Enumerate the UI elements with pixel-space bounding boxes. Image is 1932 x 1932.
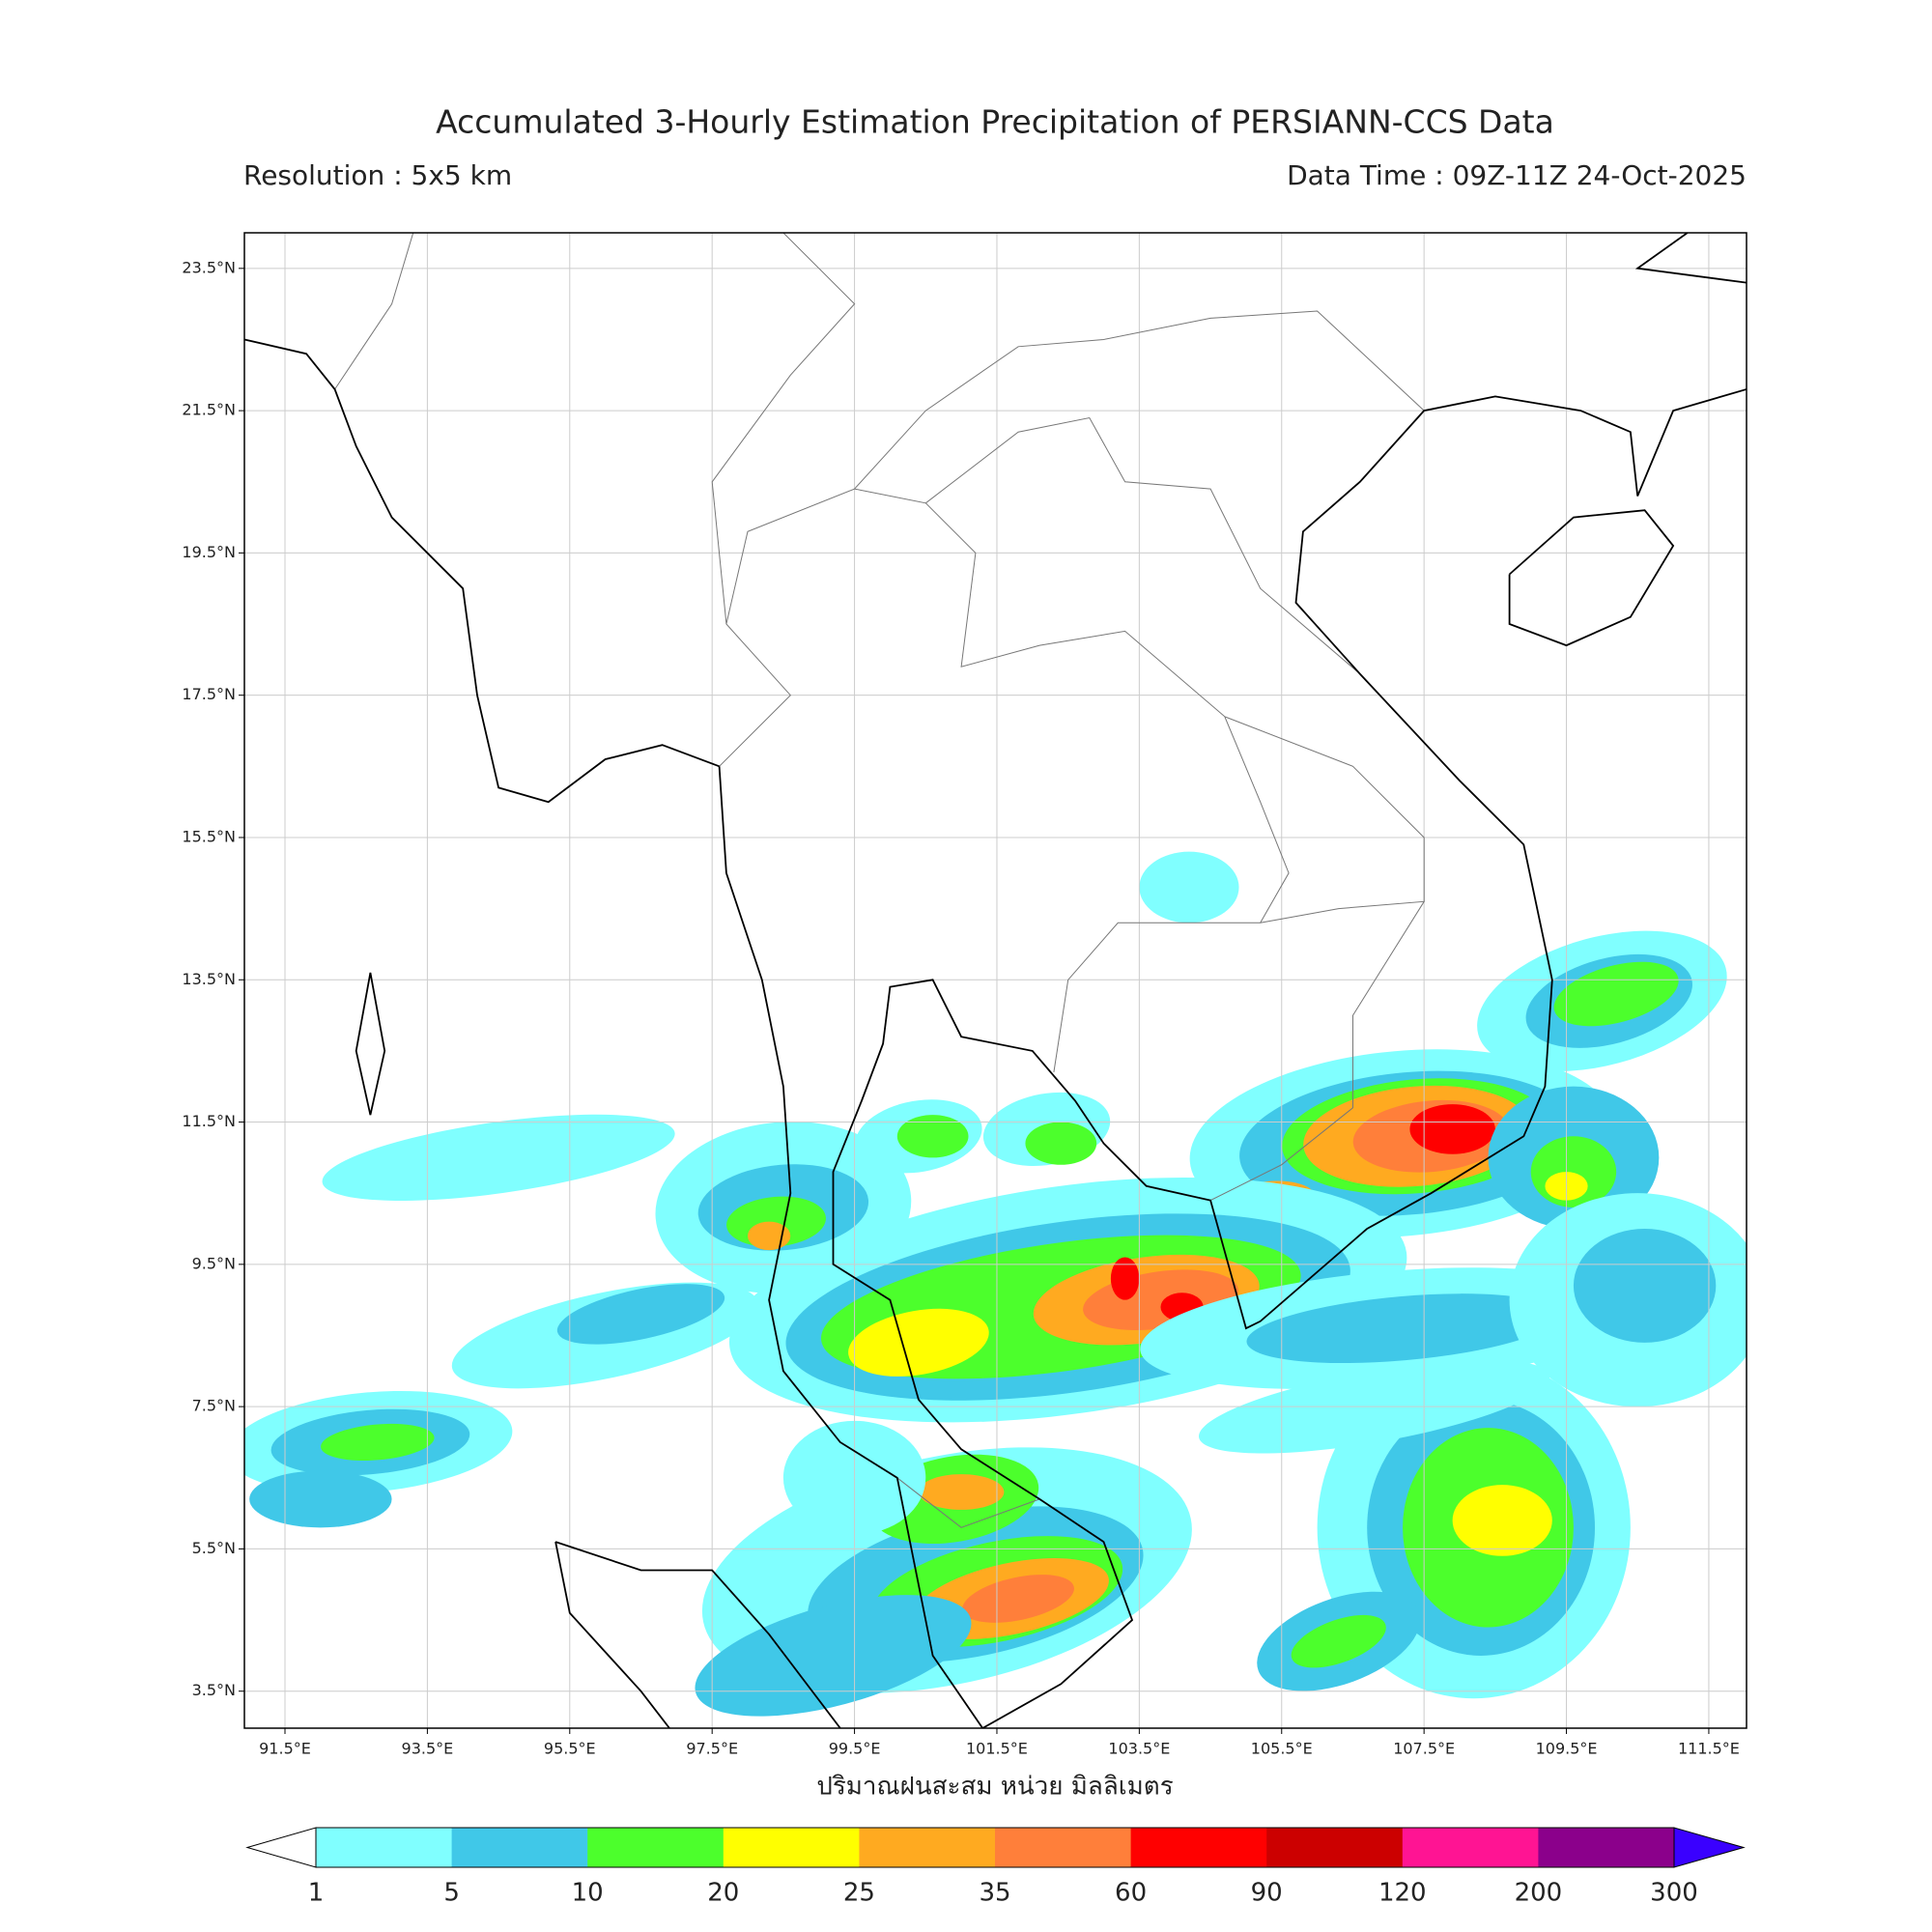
rain-area — [556, 1284, 725, 1345]
border-line — [711, 233, 856, 625]
colorbar-label: ปริมาณฝนสะสม หน่วย มิลลิเมตร — [816, 1773, 1173, 1802]
coastline — [554, 1541, 841, 1728]
colorbar-tick-label: 25 — [843, 1879, 875, 1908]
rain-area — [1553, 961, 1679, 1027]
lon-tick-label: 101.5°E — [966, 1740, 1028, 1758]
border-line — [896, 1477, 1040, 1528]
rain-area — [896, 1115, 969, 1158]
rain-area — [1452, 1485, 1552, 1556]
lon-tick-label: 93.5°E — [402, 1740, 454, 1758]
colorbar-tick-label: 90 — [1251, 1879, 1283, 1908]
lat-tick-label: 3.5°N — [192, 1681, 236, 1699]
lat-tick-label: 17.5°N — [182, 685, 236, 703]
title: Accumulated 3-Hourly Estimation Precipit… — [436, 103, 1554, 141]
colorbar-tick-label: 200 — [1515, 1879, 1563, 1908]
colorbar-under — [245, 1827, 317, 1868]
colorbar-bin — [995, 1828, 1132, 1867]
lat-tick-label: 9.5°N — [192, 1254, 236, 1272]
rain-area — [1025, 1122, 1097, 1165]
rain-area — [1573, 1228, 1717, 1343]
colorbar-tick-label: 10 — [572, 1879, 604, 1908]
lon-tick-label: 95.5°E — [544, 1740, 596, 1758]
map-area — [244, 233, 1747, 1728]
data-time: Data Time : 09Z-11Z 24-Oct-2025 — [1287, 159, 1747, 191]
border-line — [1209, 900, 1426, 1202]
border-line — [719, 488, 1290, 1073]
rain-area — [962, 1575, 1074, 1623]
map-frame — [243, 232, 1747, 1729]
border-line — [854, 310, 1425, 490]
border-line — [924, 416, 1361, 674]
colorbar-bin — [723, 1828, 860, 1867]
rain-area — [1291, 1614, 1386, 1668]
lon-tick-label: 109.5°E — [1536, 1740, 1598, 1758]
colorbar-over — [1673, 1827, 1746, 1868]
lat-tick-label: 5.5°N — [192, 1539, 236, 1557]
rain-area — [1409, 1104, 1495, 1154]
lat-tick-label: 13.5°N — [182, 970, 236, 988]
colorbar-bin — [1538, 1828, 1675, 1867]
lat-tick-label: 19.5°N — [182, 543, 236, 561]
colorbar-tick-label: 5 — [443, 1879, 460, 1908]
coastline — [554, 1541, 670, 1728]
rain-area — [1246, 1293, 1559, 1364]
colorbar-bin — [587, 1828, 724, 1867]
rain-area — [1139, 851, 1239, 923]
colorbar-bin — [451, 1828, 588, 1867]
colorbar-tick-label: 60 — [1115, 1879, 1147, 1908]
colorbar-bin — [1402, 1828, 1539, 1867]
lon-tick-label: 111.5°E — [1678, 1740, 1740, 1758]
lon-tick-label: 97.5°E — [686, 1740, 738, 1758]
coastline — [1508, 509, 1675, 647]
lon-tick-label: 107.5°E — [1393, 1740, 1455, 1758]
colorbar-tick-label: 300 — [1650, 1879, 1698, 1908]
coastline — [1634, 233, 1747, 284]
colorbar-frame — [315, 1827, 1675, 1868]
colorbar-tick-label: 20 — [707, 1879, 739, 1908]
coastline — [244, 338, 720, 804]
lat-tick-label: 15.5°N — [182, 827, 236, 845]
coastline — [718, 766, 983, 1728]
border-line — [1224, 716, 1425, 902]
lon-tick-label: 91.5°E — [259, 1740, 311, 1758]
lon-tick-label: 105.5°E — [1251, 1740, 1313, 1758]
colorbar-tick-label: 35 — [979, 1879, 1010, 1908]
colorbar-tick-label: 1 — [308, 1879, 325, 1908]
lat-tick-label: 23.5°N — [182, 258, 236, 276]
rain-area — [695, 1595, 972, 1717]
rain-area — [848, 1308, 989, 1377]
colorbar-tick-label: 120 — [1378, 1879, 1427, 1908]
rain-area — [322, 1114, 675, 1201]
border-line — [334, 233, 414, 390]
lon-tick-label: 99.5°E — [829, 1740, 881, 1758]
colorbar-bin — [316, 1828, 453, 1867]
rain-area — [1110, 1257, 1140, 1300]
lat-tick-label: 7.5°N — [192, 1397, 236, 1415]
lat-tick-label: 21.5°N — [182, 401, 236, 419]
rain-area — [321, 1423, 435, 1462]
rain-area — [918, 1474, 1005, 1510]
colorbar-bin — [859, 1828, 996, 1867]
lon-tick-label: 103.5°E — [1108, 1740, 1170, 1758]
lat-tick-label: 11.5°N — [182, 1112, 236, 1130]
resolution: Resolution : 5x5 km — [243, 159, 512, 191]
rain-area — [249, 1470, 392, 1528]
coastline — [832, 388, 1747, 1728]
colorbar-bin — [1266, 1828, 1404, 1867]
coastline — [355, 972, 386, 1116]
colorbar-bin — [1130, 1828, 1267, 1867]
